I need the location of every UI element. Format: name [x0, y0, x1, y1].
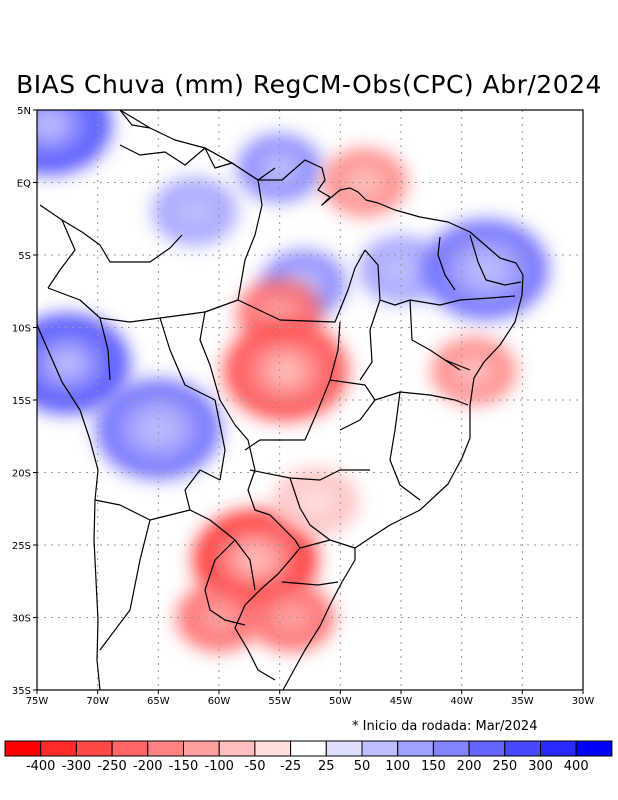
colorbar-label: 400	[564, 759, 589, 774]
colorbar-label: -400	[26, 759, 56, 774]
colorbar-label: -300	[62, 759, 92, 774]
colorbar-label: 300	[528, 759, 553, 774]
brazil-border	[39, 144, 301, 681]
lat-label: EQ	[17, 179, 31, 190]
colorbar-swatch	[397, 740, 434, 757]
colorbar-swatch	[575, 740, 613, 757]
pacific-coastline	[37, 324, 101, 690]
neighbour-borders	[47, 110, 276, 651]
plot-frame	[36, 109, 584, 691]
colorbar: -400 -300 -250 -200 -150 -100 -50 -25 25 50 100 150…	[4, 740, 613, 774]
colorbar-label: -200	[133, 759, 163, 774]
graticule	[33, 109, 584, 694]
colorbar-swatch	[432, 740, 470, 757]
lon-label: 30W	[572, 696, 595, 707]
colorbar-swatch	[468, 740, 506, 757]
lat-label: 5S	[18, 251, 31, 262]
longitude-labels: 75W 70W 65W 60W 55W 50W 45W 40W 35W 30W	[26, 696, 595, 707]
run-start-note: * Inicio da rodada: Mar/2024	[352, 719, 538, 734]
colorbar-label: 150	[421, 759, 446, 774]
bias-blob-central-amazon-positive	[172, 193, 218, 230]
map-title: BIAS Chuva (mm) RegCM-Obs(CPC) Abr/2024	[16, 70, 602, 99]
lat-label: 30S	[12, 614, 31, 625]
latitude-labels: 5N EQ 5S 10S 15S 20S 25S 30S 35S	[12, 106, 31, 697]
colorbar-label: 50	[354, 759, 371, 774]
colorbar-swatch	[290, 740, 327, 757]
colorbar-swatch	[147, 740, 185, 757]
lon-label: 60W	[208, 696, 231, 707]
bias-blob-amazon-mouth-negative	[342, 164, 388, 201]
colorbar-label: 100	[385, 759, 410, 774]
colorbar-swatch	[218, 740, 256, 757]
colorbar-label: 25	[318, 759, 335, 774]
lon-label: 70W	[86, 696, 109, 707]
colorbar-swatch	[361, 740, 399, 757]
bias-blob-bolivia-positive	[135, 411, 181, 447]
colorbar-label: -100	[204, 759, 234, 774]
colorbar-swatch	[325, 740, 363, 757]
lat-label: 20S	[12, 469, 31, 480]
colorbar-label: -150	[169, 759, 199, 774]
bias-blob-northeast-coast-positive	[463, 251, 509, 288]
lon-label: 65W	[147, 696, 170, 707]
colorbar-swatch	[183, 740, 220, 757]
bias-blob-sao-paulo-negative	[293, 483, 339, 520]
lat-label: 5N	[17, 106, 31, 117]
bias-blob-northwest-amazon-positive	[37, 110, 72, 143]
lon-label: 50W	[329, 696, 352, 707]
bias-blob-bahia-coast-negative	[451, 353, 497, 389]
coastline	[119, 110, 524, 690]
colorbar-label: 200	[457, 759, 482, 774]
political-borders	[37, 110, 524, 690]
lon-label: 35W	[511, 696, 534, 707]
colorbar-label: -250	[97, 759, 127, 774]
lat-label: 10S	[12, 324, 31, 335]
bias-blob-rio-grande-do-sul-negative	[269, 599, 315, 636]
colorbar-label: -25	[280, 759, 301, 774]
lat-label: 25S	[12, 541, 31, 552]
colorbar-swatch	[504, 740, 541, 757]
colorbar-label: 250	[492, 759, 517, 774]
state-borders	[204, 179, 522, 586]
lon-label: 55W	[268, 696, 291, 707]
colorbar-swatch	[254, 740, 292, 757]
colorbar-swatch	[540, 740, 577, 757]
colorbar-label: -50	[244, 759, 265, 774]
colorbar-swatch	[4, 740, 42, 757]
lat-label: 35S	[12, 686, 31, 697]
bias-blob-mato-grosso-negative	[263, 353, 309, 389]
lat-label: 15S	[12, 396, 31, 407]
bias-blob-paraguay-negative	[232, 541, 278, 578]
lon-label: 45W	[390, 696, 413, 707]
bias-map: 5N EQ 5S 10S 15S 20S 25S 30S 35S 75W 70W 65W 60W 55W…	[12, 106, 595, 707]
colorbar-swatch	[40, 740, 77, 757]
bias-blob-maranhao-positive	[378, 251, 424, 288]
bias-blob-west-amazon-positive	[44, 345, 90, 382]
colorbar-swatch	[75, 740, 113, 757]
colorbar-swatch	[111, 740, 149, 757]
lon-label: 40W	[450, 696, 473, 707]
lon-label: 75W	[26, 696, 49, 707]
